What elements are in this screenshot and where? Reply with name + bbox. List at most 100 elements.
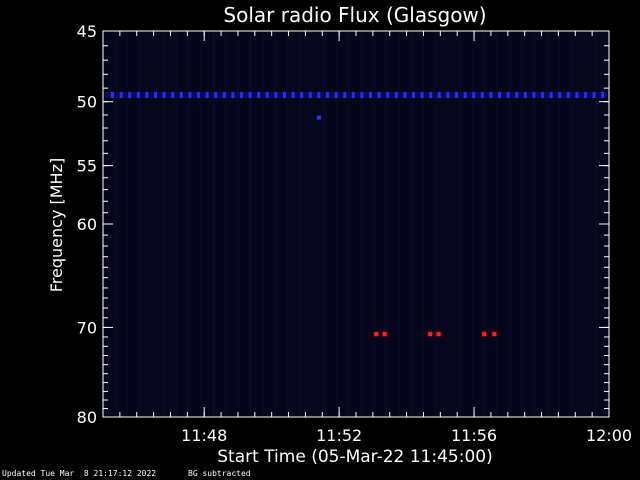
noise-streak [448,31,449,417]
noise-streak [447,31,448,417]
band-dot [575,91,579,98]
band-dot [541,91,544,98]
band-dot [257,91,261,98]
noise-streak [336,31,337,417]
noise-streak [175,31,176,417]
noise-streak [114,31,115,417]
band-dot [154,91,157,98]
noise-streak [188,31,189,417]
noise-streak [238,31,239,417]
band-dot [549,91,553,98]
band-dot [222,91,226,98]
noise-streak [436,31,437,417]
band-dot [300,91,304,98]
noise-streak [300,31,301,417]
band-dot [308,91,312,98]
noise-streak [263,31,264,417]
band-dot [179,91,183,98]
noise-streak [214,31,215,417]
band-dot [558,91,562,98]
noise-streak [435,31,436,417]
noise-streak [177,31,178,417]
bright-spot [428,332,433,337]
bright-spot [436,332,441,337]
noise-streak [200,31,201,417]
plot-area [103,31,609,417]
noise-streak [275,31,276,417]
band-dot [145,91,149,98]
noise-streak [547,31,548,417]
x-tick-label: 11:56 [451,426,497,445]
y-axis-label: Frequency [MHz] [47,158,66,292]
y-tick-label: 70 [77,318,97,337]
band-dot [360,91,364,98]
noise-streak [521,31,522,417]
band-dot [592,91,596,98]
noise-streak [584,31,585,417]
noise-streak [509,31,510,417]
band-dot [523,91,527,98]
noise-streak [138,31,139,417]
spot [316,115,321,120]
noise-streak [583,31,584,417]
bg-subtracted-note: BG subtracted [188,469,251,478]
band-dot [455,91,458,98]
band-dot [377,91,381,98]
bright-spot [482,332,487,337]
noise-streak [139,31,140,417]
noise-streak [362,31,363,417]
noise-streak [115,31,116,417]
band-dot [566,91,570,98]
noise-streak [398,31,399,417]
noise-streak [399,31,400,417]
band-glow [105,91,607,98]
noise-streak [237,31,238,417]
band-dot [291,91,295,98]
x-axis-label: Start Time (05-Mar-22 11:45:00) [217,447,492,467]
noise-streak [472,31,473,417]
band-dot [162,91,166,98]
band-dot [446,91,450,98]
noise-streak [460,31,461,417]
noise-streak [496,31,497,417]
noise-streak [126,31,127,417]
noise-streak [510,31,511,417]
noise-streak [286,31,287,417]
x-tick-label: 11:48 [181,426,227,445]
band-dot [515,91,519,98]
noise-streak [373,31,374,417]
spectral-features [105,91,607,338]
band-dot [429,91,433,98]
band-dot [205,91,209,98]
band-dot [386,91,390,98]
noise-streak [212,31,213,417]
noise-streak [325,31,326,417]
x-tick-label: 11:52 [316,426,362,445]
bright-spot [492,332,497,337]
band-dot [420,91,424,98]
noise-streak [163,31,164,417]
noise-streak [533,31,534,417]
band-dot [601,91,605,98]
band-dot [128,91,132,98]
noise-streak [361,31,362,417]
noise-streak [570,31,571,417]
y-tick-label: 55 [77,157,97,176]
noise-streak [349,31,350,417]
noise-streak [225,31,226,417]
noise-streak [324,31,325,417]
noise-streak [164,31,165,417]
band-dot [584,91,587,98]
noise-streak [484,31,485,417]
noise-streak [127,31,128,417]
noise-streak [226,31,227,417]
band-dot [265,91,269,98]
band-dot [463,91,467,98]
band-dot [326,91,329,98]
noise-streak [249,31,250,417]
noise-streak [534,31,535,417]
noise-streak [140,31,141,417]
noise-streak [250,31,251,417]
y-tick-label: 50 [77,93,97,112]
noise-streak [189,31,190,417]
